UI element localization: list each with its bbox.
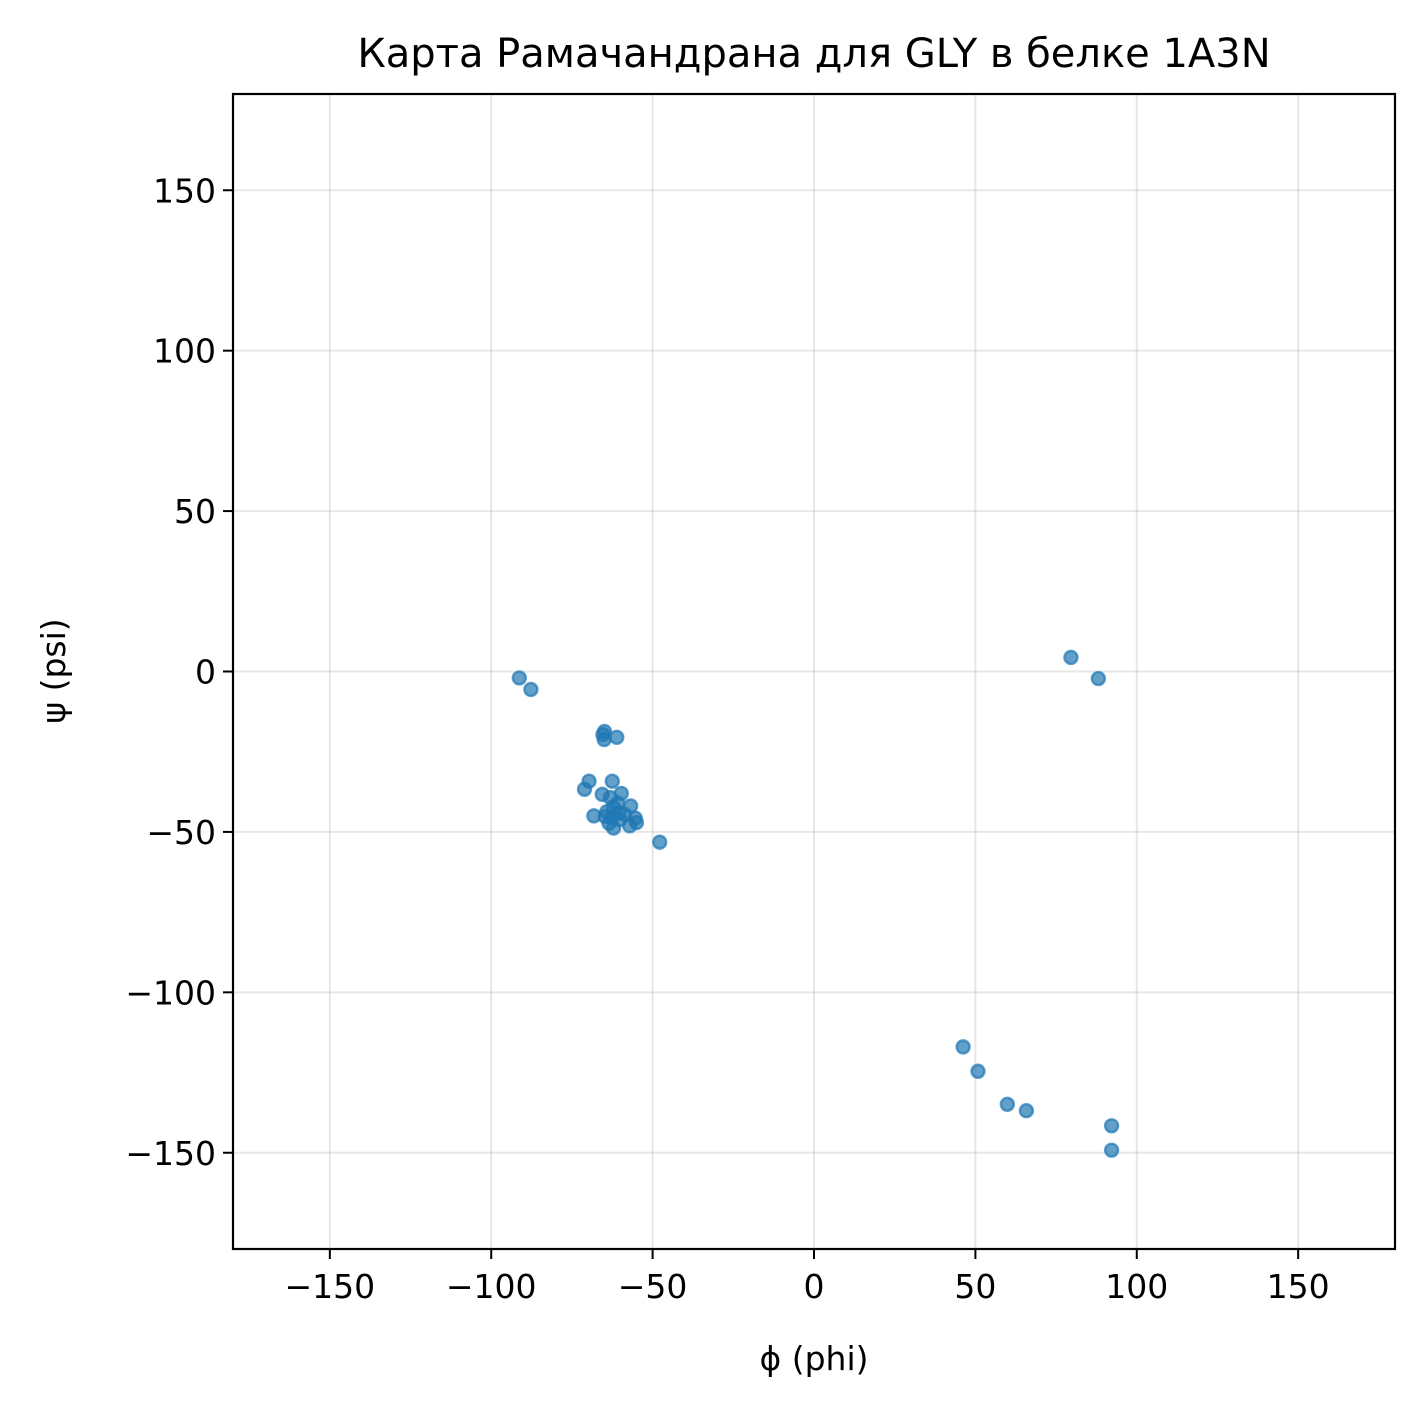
scatter-point (1090, 670, 1107, 687)
x-tick-label: −50 (618, 1267, 688, 1306)
x-tick-label: 50 (954, 1267, 996, 1306)
x-tick-label: 100 (1105, 1267, 1168, 1306)
scatter-point (523, 681, 539, 698)
scatter-point (1018, 1103, 1035, 1119)
scatter-point (999, 1096, 1016, 1113)
scatter-point (970, 1063, 986, 1079)
x-axis-label: ϕ (phi) (759, 1339, 868, 1378)
x-tick-label: −100 (446, 1267, 537, 1306)
scatter-point (576, 781, 593, 797)
scatter-point (621, 818, 638, 834)
y-tick-label: 150 (153, 171, 216, 210)
scatter-point (1063, 649, 1079, 666)
x-tick-label: −150 (285, 1267, 376, 1306)
chart-title: Карта Рамачандрана для GLY в белке 1A3N (357, 31, 1270, 77)
y-tick-label: −50 (146, 813, 216, 852)
x-axis-ticks: −150 −100 −50 0 50 100 150 (285, 1249, 1330, 1306)
y-tick-label: 50 (174, 492, 216, 531)
data-points (511, 649, 1120, 1158)
scatter-point (604, 773, 620, 789)
y-axis-label: ψ (psi) (34, 618, 73, 723)
y-tick-label: 100 (153, 332, 216, 371)
scatter-point (609, 729, 625, 745)
y-tick-label: −150 (125, 1134, 216, 1173)
scatter-point (652, 834, 668, 850)
y-tick-label: 0 (195, 653, 216, 692)
scatter-point (1103, 1142, 1120, 1158)
scatter-point (511, 670, 528, 686)
scatter-point (601, 815, 617, 831)
scatter-point (1103, 1118, 1120, 1134)
y-axis-ticks: −150 −100 −50 0 50 100 150 (125, 171, 233, 1173)
x-tick-label: 0 (804, 1267, 825, 1306)
grid-lines (233, 94, 1395, 1249)
x-tick-label: 150 (1267, 1267, 1330, 1306)
y-tick-label: −100 (125, 973, 216, 1012)
scatter-point (596, 731, 612, 748)
scatter-point (955, 1039, 971, 1055)
